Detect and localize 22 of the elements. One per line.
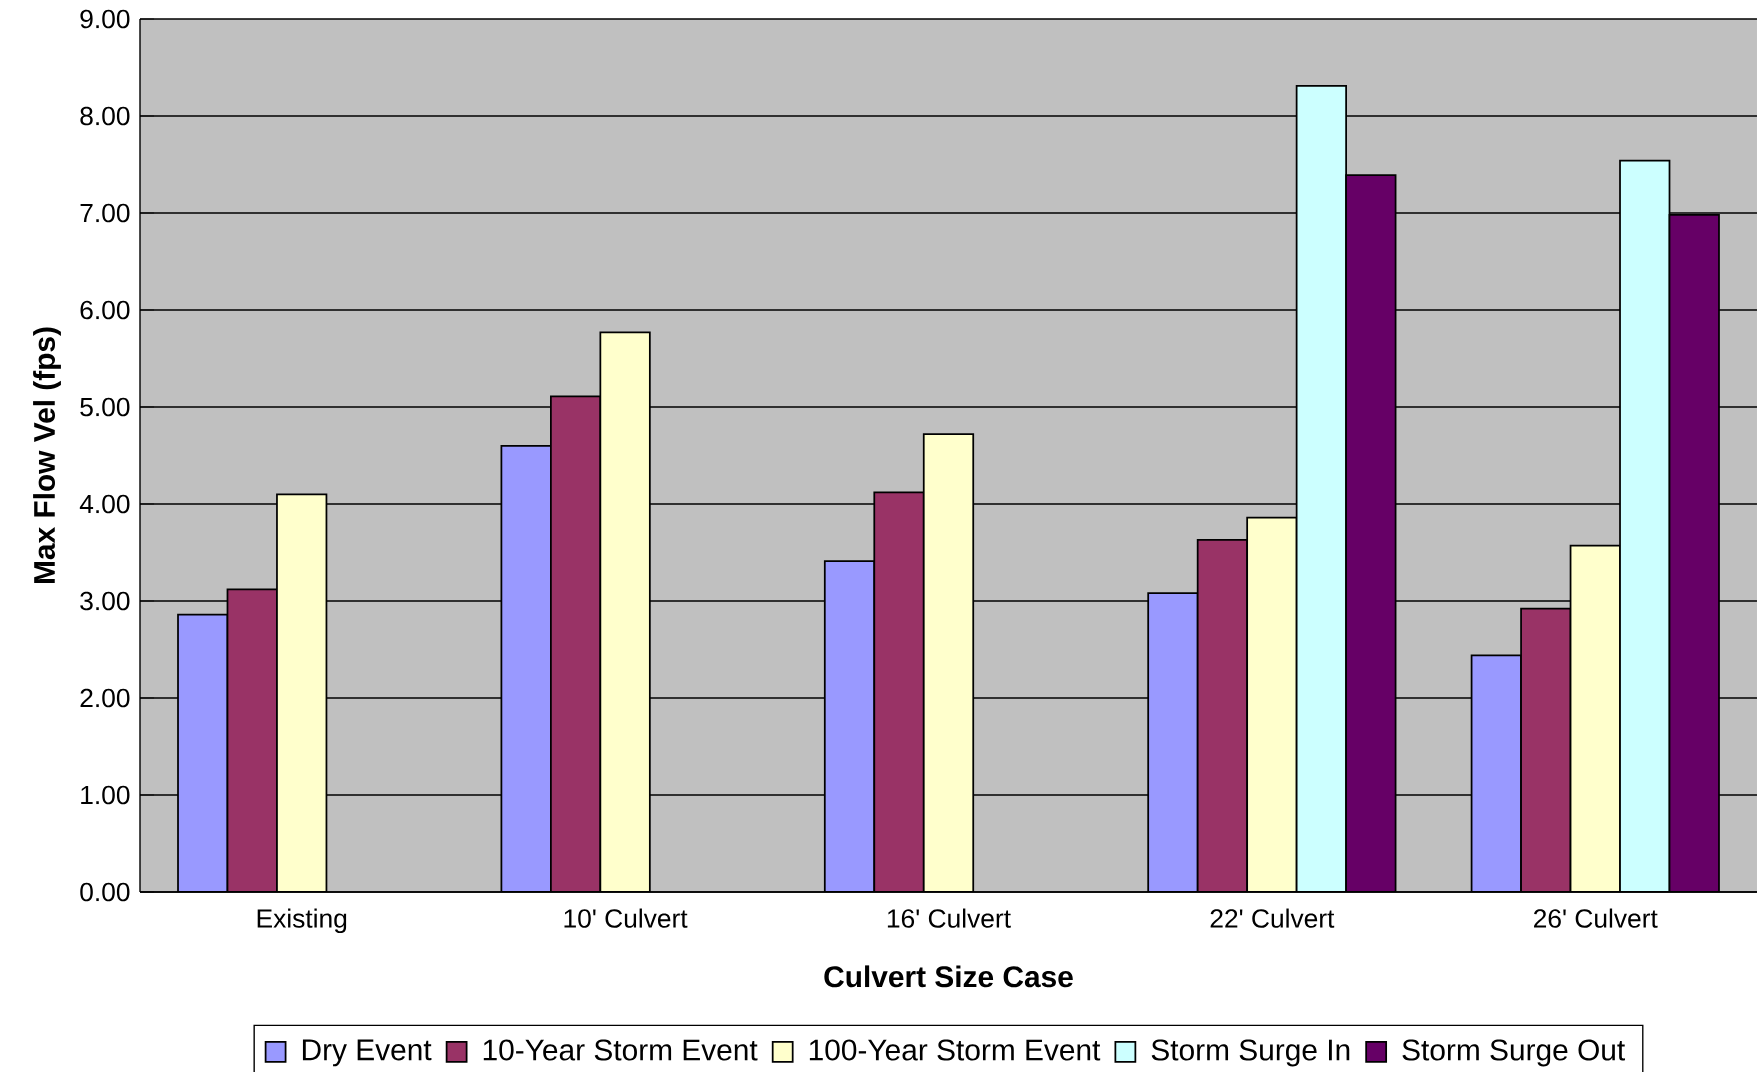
y-tick-label: 9.00 (80, 9, 130, 29)
x-tick-label: 16' Culvert (887, 908, 1011, 928)
y-tick-label: 5.00 (80, 397, 130, 417)
x-tick-label: 10' Culvert (564, 908, 688, 928)
legend-label: Storm Surge Out (1402, 1039, 1625, 1067)
x-tick-label: 22' Culvert (1210, 908, 1335, 928)
y-axis-title: Max Flow Vel (fps) (33, 327, 61, 583)
legend-label: Dry Event (302, 1039, 432, 1067)
y-tick-label: 7.00 (80, 203, 130, 223)
y-tick-label: 0.00 (80, 882, 130, 902)
y-tick-label: 2.00 (80, 688, 130, 708)
legend-label: Storm Surge In (1151, 1039, 1350, 1067)
x-tick-label: Existing (257, 908, 347, 934)
x-tick-label: 26' Culvert (1534, 908, 1658, 928)
legend-label: 100-Year Storm Event (809, 1039, 1101, 1061)
y-tick-label: 8.00 (80, 106, 130, 126)
x-axis-title: Culvert Size Case (824, 965, 1073, 988)
y-tick-label: 6.00 (80, 300, 130, 320)
legend-label: 10-Year Storm Event (483, 1039, 758, 1061)
y-tick-label: 3.00 (80, 591, 130, 611)
y-tick-label: 4.00 (79, 494, 130, 514)
y-tick-label: 1.00 (81, 785, 130, 805)
